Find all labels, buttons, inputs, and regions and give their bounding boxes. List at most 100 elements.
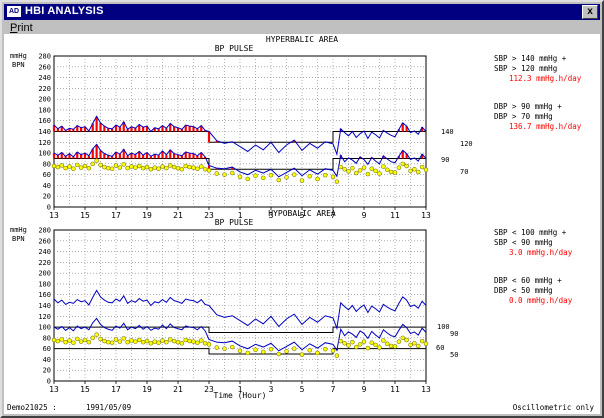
lower-systolic-line (53, 289, 427, 331)
lower-pulse-dot (164, 339, 169, 345)
upper-pulse-dot (381, 164, 386, 169)
lower-y-tick-label: 100 (38, 324, 51, 332)
upper-pulse-dot (59, 163, 64, 168)
upper-pulse-dot (98, 162, 103, 168)
upper-sbp-value: 112.3 mmHg.h/day (509, 74, 582, 83)
upper-pulse-dot (183, 163, 188, 169)
upper-pulse-dot (230, 170, 235, 176)
upper-pulse-dot (144, 164, 150, 170)
lower-pulse-dot (268, 346, 274, 352)
upper-pulse-dot (214, 171, 219, 176)
upper-pulse-dot (125, 165, 130, 171)
lower-x-tick-label: 3 (269, 385, 274, 394)
lower-y-tick-label: 200 (38, 270, 51, 278)
lower-limit-label: 90 (450, 330, 458, 338)
upper-pulse-dot (299, 178, 305, 183)
lower-pulse-dot (253, 347, 258, 352)
upper-pulse-dot (164, 165, 169, 171)
upper-y-tick-label: 120 (38, 139, 51, 147)
lower-limit-label: 100 (437, 323, 450, 331)
lower-ylabel-2: BPN (12, 235, 25, 243)
upper-y-tick-label: 240 (38, 74, 51, 82)
lower-subtitle: BP PULSE (215, 218, 254, 227)
upper-pulse-dot (346, 169, 351, 174)
upper-pulse-dot (63, 165, 68, 171)
upper-pulse-dot (284, 175, 289, 180)
lower-y-tick-label: 40 (43, 356, 51, 364)
lower-pulse-dot (392, 344, 398, 349)
upper-title: HYPERBALIC AREA (266, 35, 338, 44)
lower-pulse-dot (51, 337, 57, 343)
upper-ylabel-2: BPN (12, 61, 25, 69)
lower-pulse-dot (195, 340, 200, 345)
lower-x-tick-label: 13 (49, 385, 59, 394)
lower-pulse-dot (330, 348, 336, 354)
upper-pulse-dot (195, 166, 200, 171)
upper-pulse-dot (168, 163, 173, 168)
upper-pulse-dot (206, 168, 212, 173)
close-button[interactable]: x (582, 5, 598, 19)
upper-pulse-dot (365, 171, 371, 177)
lower-dbp-threshold-line (54, 348, 426, 355)
upper-pulse-dot (396, 165, 402, 170)
lower-pulse-dot (82, 337, 88, 343)
lower-pulse-dot (71, 340, 76, 345)
upper-pulse-dot (361, 165, 367, 170)
upper-pulse-dot (261, 175, 266, 181)
upper-dbp-line: DBP > 70 mmHg (494, 112, 553, 121)
lower-pulse-dot (292, 346, 297, 351)
lower-x-tick-label: 7 (331, 385, 336, 394)
lower-pulse-dot (245, 350, 250, 356)
upper-x-tick-label: 17 (111, 211, 121, 220)
lower-x-tick-label: 13 (421, 385, 431, 394)
upper-y-tick-label: 140 (38, 128, 51, 136)
upper-pulse-dot (199, 164, 204, 169)
upper-pulse-dot (423, 167, 429, 173)
upper-x-tick-label: 9 (362, 211, 367, 220)
chart-panel: HYPERBALIC AREA BP PULSE mmHg BPN 140 12… (4, 34, 600, 414)
upper-x-tick-label: 15 (80, 211, 90, 220)
lower-pulse-dot (377, 345, 382, 350)
lower-x-tick-label: 9 (362, 385, 367, 394)
upper-pulse-dot (354, 170, 359, 176)
lower-pulse-dot (98, 336, 103, 342)
lower-y-tick-label: 260 (38, 237, 51, 245)
lower-ylabel-1: mmHg (10, 226, 27, 234)
window-title: HBI ANALYSIS (25, 5, 104, 17)
chart-marks: 0204060801001201401601802002202402602801… (38, 53, 431, 395)
upper-x-tick-label: 13 (421, 211, 431, 220)
lower-pulse-dot (137, 337, 142, 343)
lower-pulse-dot (63, 339, 68, 345)
upper-y-tick-label: 20 (43, 193, 51, 201)
lower-y-tick-label: 180 (38, 280, 51, 288)
lower-pulse-dot (129, 338, 134, 343)
lower-y-tick-label: 220 (38, 259, 51, 267)
lower-y-tick-label: 140 (38, 302, 51, 310)
upper-sbp-line: SBP > 140 mmHg + (494, 54, 567, 63)
lower-pulse-dot (55, 338, 61, 344)
lower-y-tick-label: 240 (38, 248, 51, 256)
upper-y-tick-label: 220 (38, 85, 51, 93)
lower-pulse-dot (202, 341, 208, 346)
lower-pulse-dot (323, 346, 328, 352)
lower-pulse-dot (412, 341, 417, 346)
upper-pulse-dot (334, 179, 340, 184)
menu-print-accelerator: P (10, 22, 18, 34)
lower-pulse-dot (125, 339, 130, 345)
menu-print[interactable]: Print (10, 22, 33, 34)
lower-pulse-dot (404, 337, 409, 343)
upper-pulse-dot (94, 158, 99, 163)
upper-pulse-dot (419, 164, 425, 170)
upper-pulse-dot (268, 172, 274, 178)
lower-x-tick-label: 19 (142, 385, 152, 394)
lower-pulse-dot (179, 341, 185, 346)
upper-pulse-dot (245, 176, 250, 182)
upper-pulse-dot (377, 171, 382, 176)
title-bar[interactable]: AD HBI ANALYSIS x (4, 4, 600, 20)
lower-dbp-value: 0.0 mmHg.h/day (509, 296, 573, 305)
lower-pulse-dot (117, 339, 123, 344)
upper-sbp-line: SBP > 120 mmHg (494, 64, 557, 73)
upper-y-tick-label: 280 (38, 53, 51, 61)
lower-pulse-dot (59, 337, 64, 342)
lower-y-tick-label: 120 (38, 313, 51, 321)
